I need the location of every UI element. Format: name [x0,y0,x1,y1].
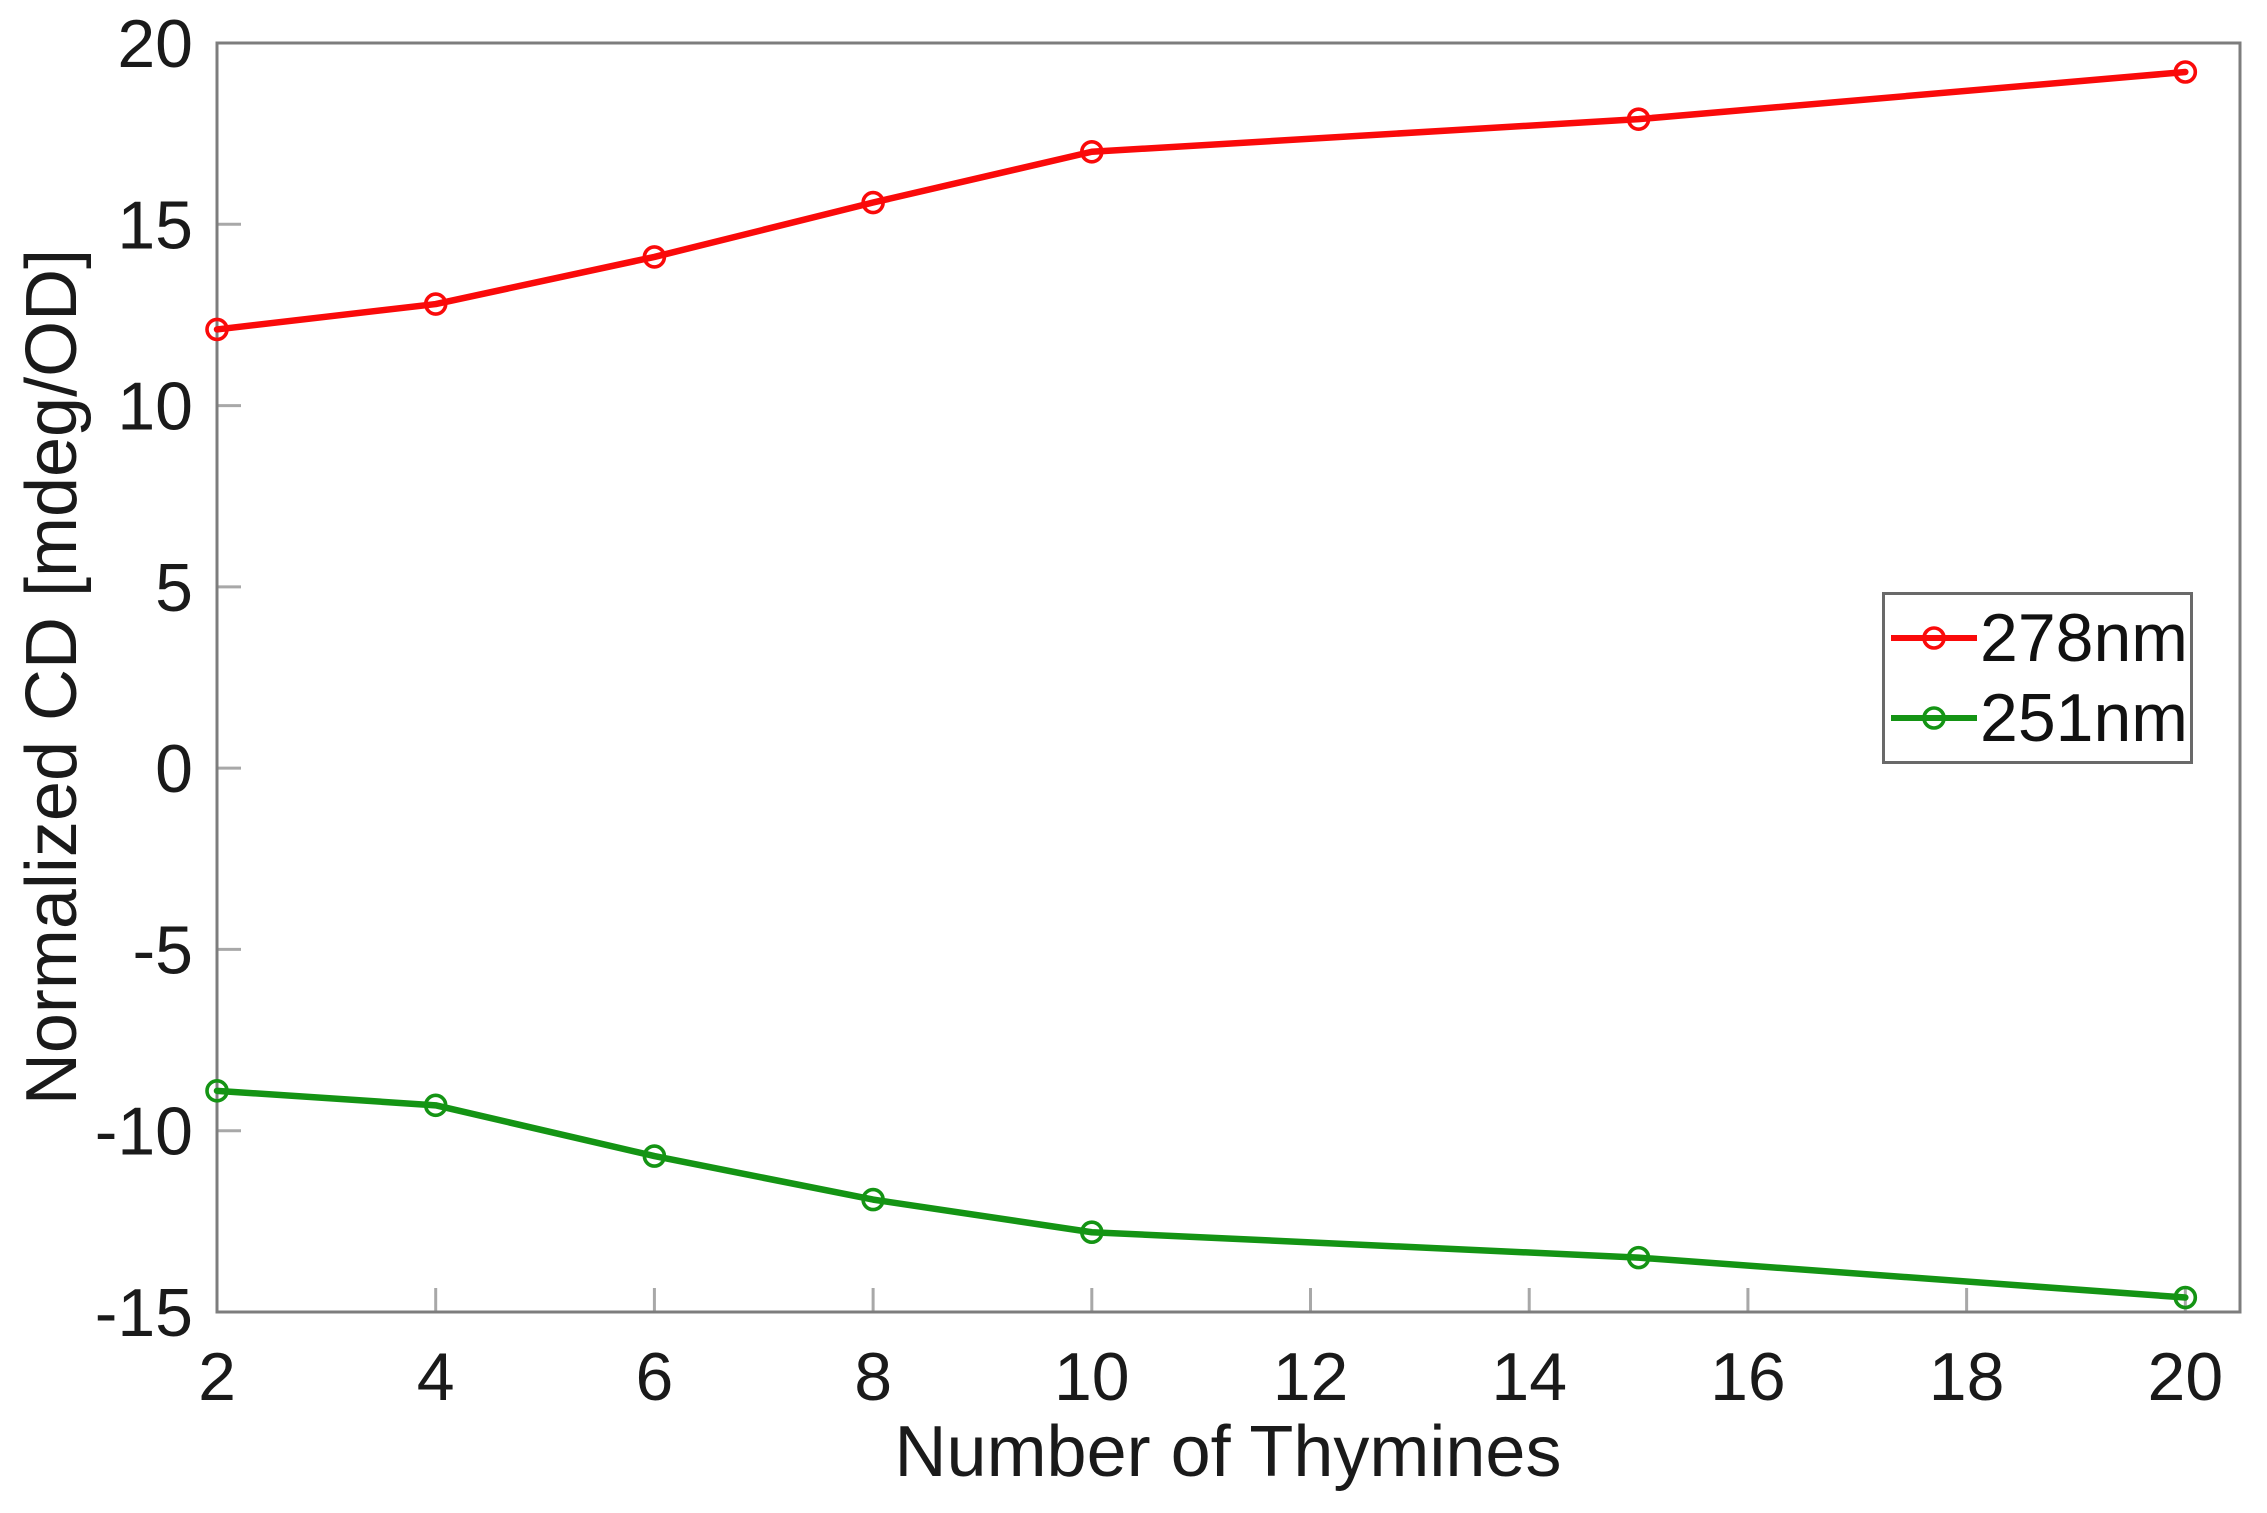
x-tick-label-14: 14 [1491,1339,1567,1415]
legend-line-marker-sample-red [1891,626,1977,650]
x-tick-label-4: 4 [417,1339,455,1415]
data-point-278nm-x6 [642,245,667,269]
x-tick-label-6: 6 [635,1339,673,1415]
x-tick-label-12: 12 [1273,1339,1349,1415]
data-point-251nm-x10 [1080,1220,1104,1245]
data-point-251nm-x6 [642,1144,667,1168]
x-tick-label-18: 18 [1929,1339,2005,1415]
y-axis-title: Normalized CD [mdeg/OD] [12,248,92,1106]
legend-label-251nm: 251nm [1980,680,2188,756]
data-point-278nm-x20 [2173,60,2198,84]
data-point-251nm-x8 [861,1187,885,1212]
y-tick-label-5: 5 [155,550,193,626]
y-tick-label--15: -15 [95,1275,193,1351]
y-tick-label-10: 10 [117,369,193,445]
y-tick-label--5: -5 [133,912,193,988]
x-tick-label-8: 8 [854,1339,892,1415]
legend-line-marker-sample-green [1891,706,1977,730]
x-tick-label-16: 16 [1710,1339,1786,1415]
x-tick-label-10: 10 [1054,1339,1130,1415]
axes-box [215,41,2242,1314]
data-point-251nm-x15 [1626,1245,1651,1270]
data-point-251nm-x20 [2173,1285,2198,1310]
data-point-251nm-x4 [423,1093,448,1118]
legend-label-278nm: 278nm [1980,600,2188,676]
legend-box: 278nm 251nm [1882,592,2193,764]
data-point-278nm-x8 [861,190,885,215]
y-tick-label-0: 0 [155,731,193,807]
legend-item-251nm: 251nm [1888,680,2190,756]
y-tick-label-15: 15 [117,187,193,263]
data-point-278nm-x15 [1626,107,1651,131]
data-point-278nm-x4 [423,292,448,316]
x-tick-label-20: 20 [2148,1339,2224,1415]
y-tick-label--10: -10 [95,1094,193,1170]
y-tick-label-20: 20 [117,6,193,82]
data-point-278nm-x10 [1080,139,1104,164]
data-point-251nm-x2 [205,1079,229,1103]
series-line-251nm [213,1087,2189,1301]
x-axis-title: Number of Thymines [894,1412,1562,1492]
series-line-278nm [213,68,2189,333]
legend-item-278nm: 278nm [1888,600,2190,676]
data-point-278nm-x2 [205,317,229,342]
x-tick-label-2: 2 [198,1339,236,1415]
